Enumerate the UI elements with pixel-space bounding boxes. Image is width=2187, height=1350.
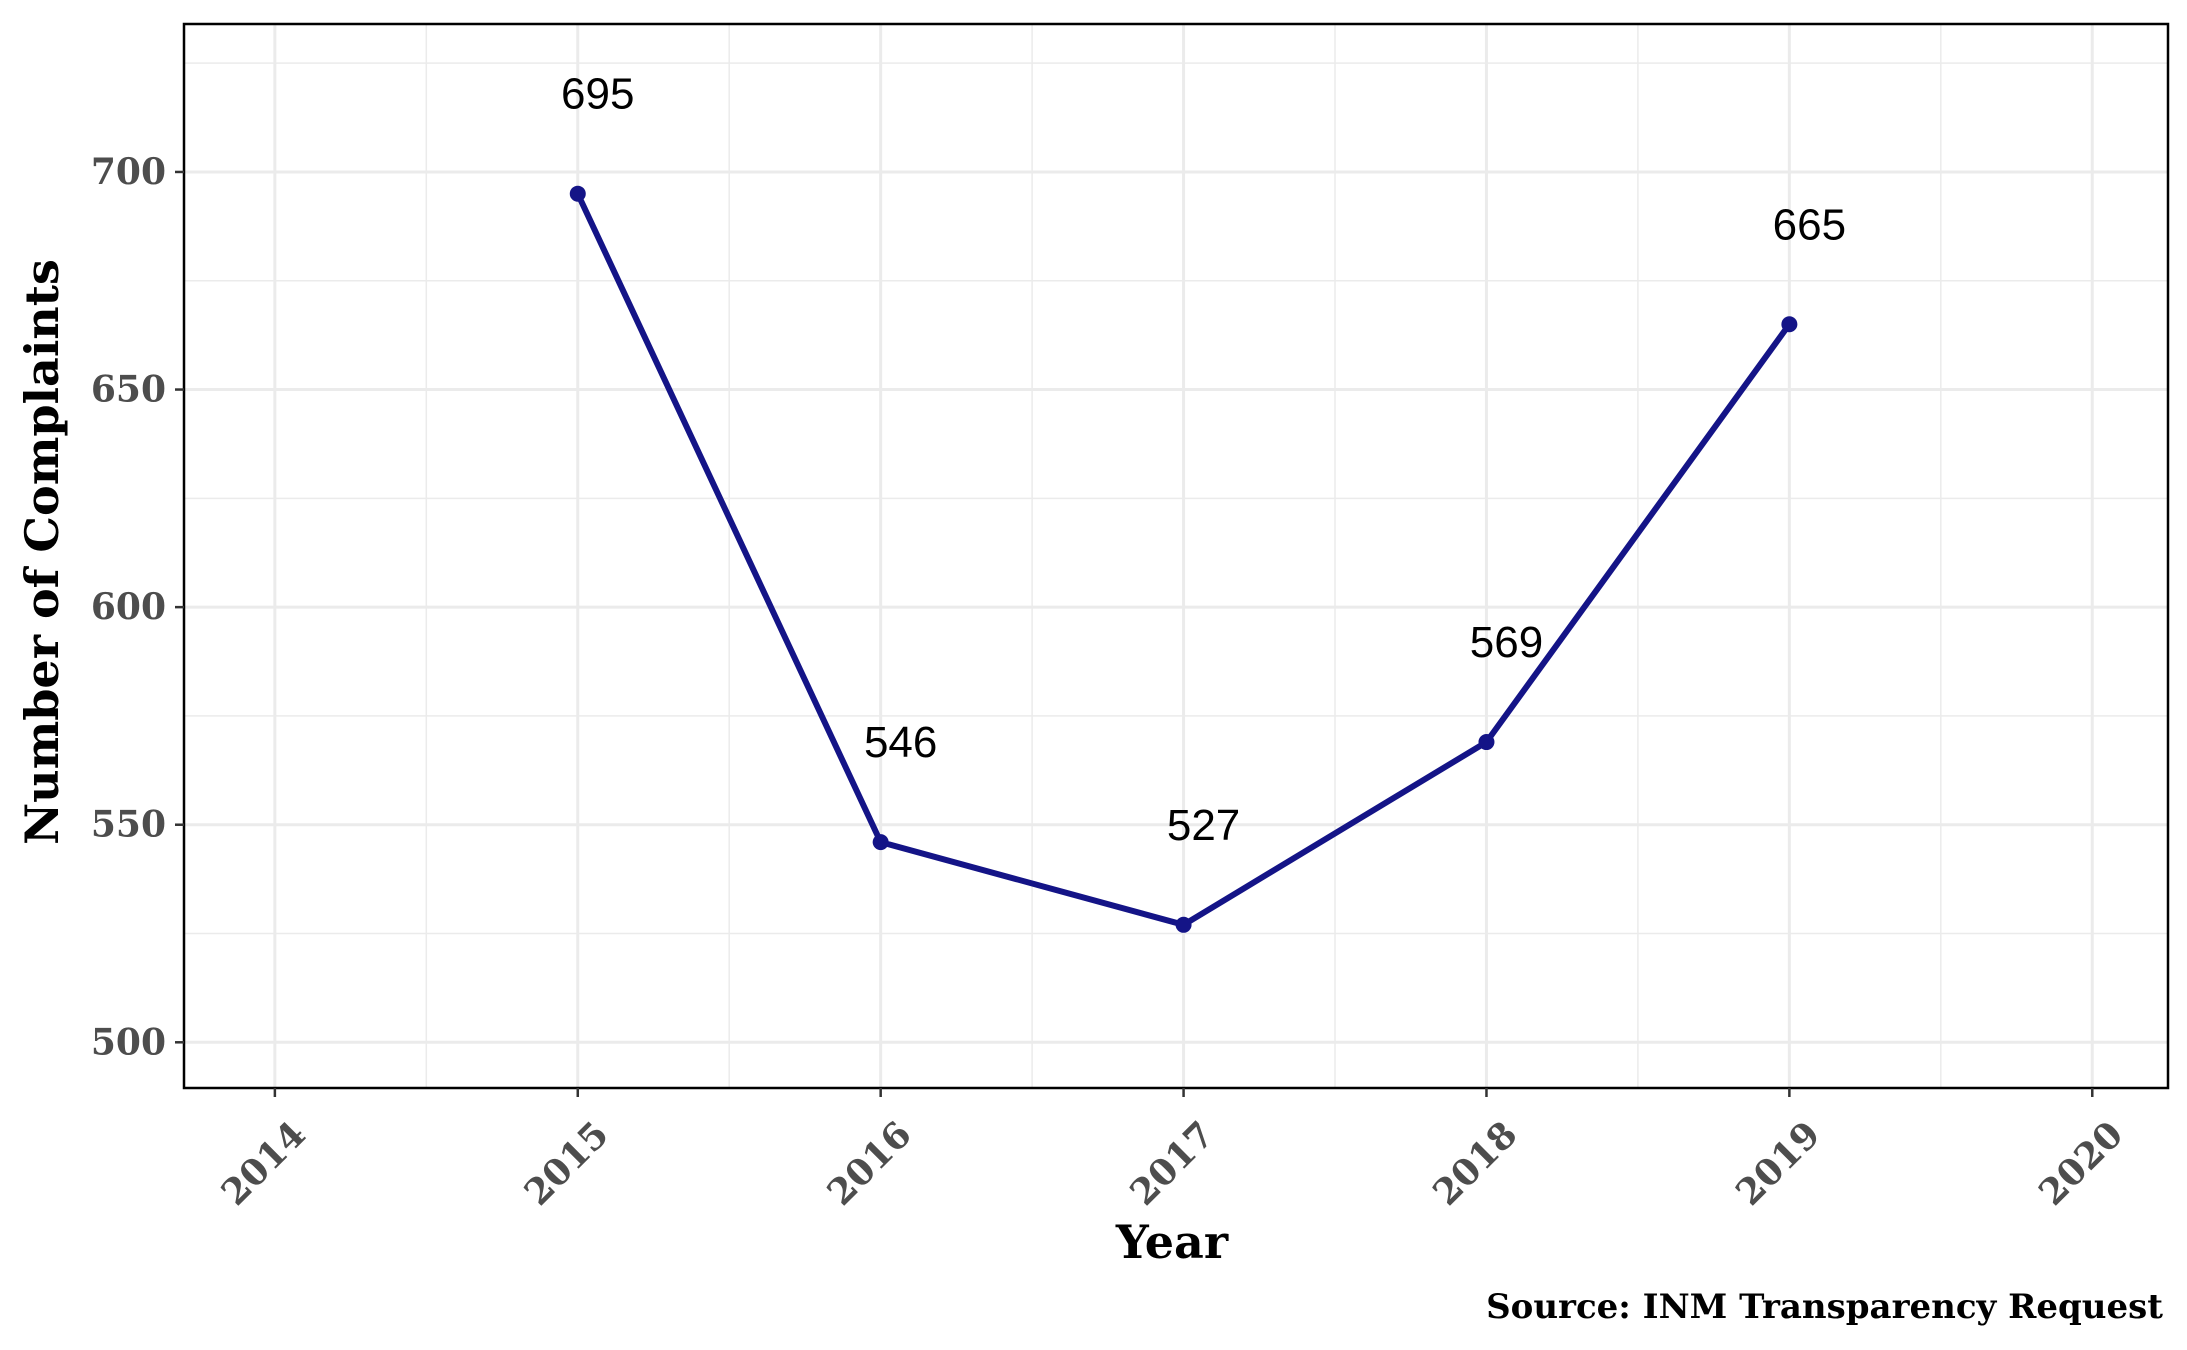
- data-point: [1175, 916, 1192, 933]
- x-axis-title: Year: [1115, 1215, 1229, 1269]
- x-tick-label: 2015: [516, 1113, 617, 1214]
- y-axis-title: Number of Complaints: [15, 259, 69, 845]
- data-label: 695: [561, 70, 634, 119]
- x-tick-label: 2019: [1728, 1113, 1829, 1214]
- data-point: [569, 185, 586, 202]
- data-label: 665: [1773, 200, 1846, 249]
- data-label: 569: [1470, 618, 1543, 667]
- data-label: 527: [1167, 801, 1240, 850]
- x-tick-label: 2020: [2031, 1113, 2132, 1214]
- data-point: [1478, 734, 1495, 751]
- x-tick-label: 2018: [1425, 1113, 1526, 1214]
- y-tick-label: 500: [91, 1021, 166, 1063]
- panel-border: [182, 22, 2170, 1090]
- y-tick-label: 550: [91, 804, 166, 846]
- data-point: [872, 834, 889, 851]
- data-label: 546: [864, 718, 937, 767]
- x-tick-label: 2017: [1122, 1113, 1223, 1214]
- source-caption: Source: INM Transparency Request: [1486, 1287, 2163, 1327]
- data-point: [1781, 316, 1798, 333]
- y-tick-label: 650: [91, 369, 166, 411]
- x-tick-label: 2016: [819, 1113, 920, 1214]
- x-tick-label: 2014: [213, 1113, 314, 1214]
- y-tick-label: 700: [91, 151, 166, 193]
- y-tick-label: 600: [91, 586, 166, 628]
